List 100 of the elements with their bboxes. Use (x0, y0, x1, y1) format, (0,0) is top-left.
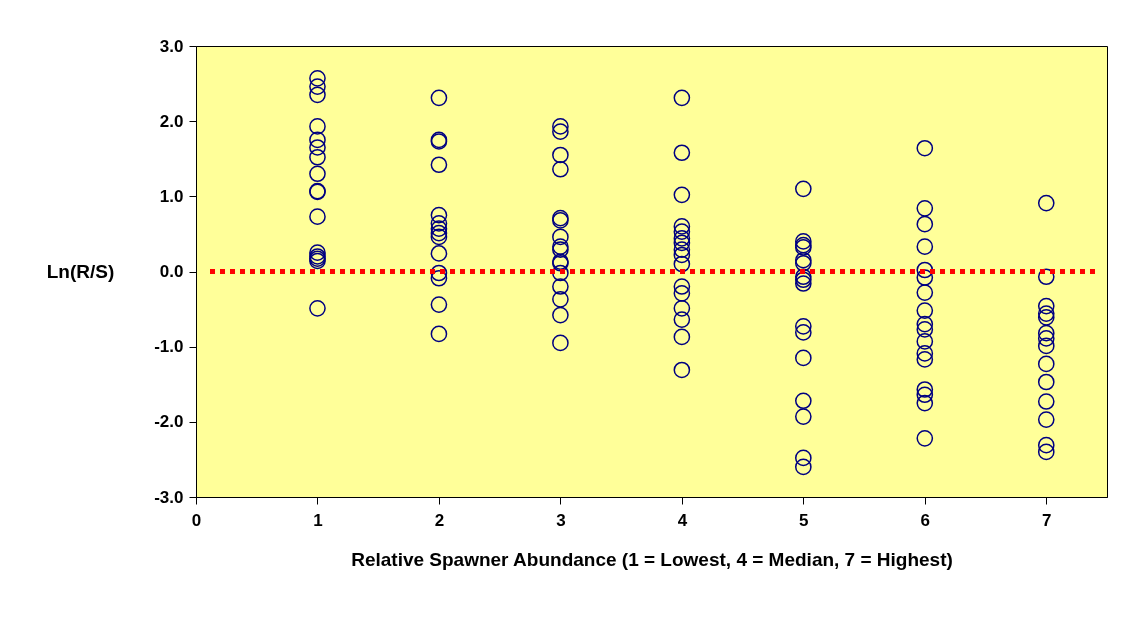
point (916, 261, 934, 279)
point (673, 328, 691, 346)
y-tick-label: -2.0 (154, 412, 184, 432)
point (552, 334, 569, 352)
point (430, 220, 448, 237)
point (309, 148, 326, 166)
y-tick-label: 3.0 (159, 36, 184, 56)
point (916, 139, 934, 157)
point (430, 228, 448, 246)
y-tick-label: -3.0 (154, 487, 184, 507)
point (673, 246, 691, 264)
point (309, 139, 326, 156)
point (430, 296, 448, 313)
point (1037, 443, 1055, 461)
point (1037, 373, 1055, 391)
point (795, 324, 812, 341)
x-tick-label: 7 (1042, 510, 1052, 530)
point (309, 165, 326, 183)
point (552, 146, 569, 164)
point (916, 394, 934, 412)
point (673, 241, 691, 259)
point (430, 325, 448, 343)
point (795, 349, 812, 367)
point (916, 269, 934, 286)
point (673, 311, 691, 328)
y-tick-label: -1.0 (154, 337, 184, 357)
point (916, 333, 934, 350)
point (673, 230, 691, 247)
point (1037, 436, 1055, 454)
point (795, 233, 812, 250)
point (673, 89, 691, 107)
point (916, 430, 934, 447)
point (552, 228, 569, 246)
point (795, 408, 812, 425)
point (795, 275, 812, 292)
point (673, 284, 691, 302)
point (916, 238, 934, 256)
point (309, 208, 326, 225)
point (1037, 309, 1055, 326)
point (309, 118, 326, 135)
x-axis-title: Relative Spawner Abundance (1 = Lowest, 4 = Median, 7 = Highest) (351, 548, 953, 570)
point (309, 131, 326, 149)
point (916, 386, 934, 404)
x-tick-label: 4 (677, 510, 688, 530)
point (916, 345, 934, 362)
point (916, 200, 934, 217)
point (430, 264, 448, 282)
point (795, 318, 812, 335)
point (430, 215, 448, 232)
point (1037, 411, 1055, 428)
x-tick-label: 2 (434, 510, 445, 530)
point (1037, 268, 1055, 286)
point (1037, 330, 1055, 347)
point (430, 245, 448, 262)
point (916, 321, 934, 338)
point (673, 234, 691, 252)
point (916, 302, 934, 319)
point (1037, 297, 1055, 315)
point (673, 361, 691, 379)
point (916, 351, 934, 368)
point (430, 206, 448, 224)
point (795, 449, 812, 467)
point (916, 381, 934, 398)
point (673, 218, 691, 235)
point (430, 156, 448, 174)
point (673, 223, 691, 240)
point (673, 255, 691, 273)
point (552, 118, 569, 135)
point (552, 278, 569, 295)
y-tick-label: 2.0 (159, 111, 184, 131)
point (1037, 337, 1055, 355)
point (430, 89, 448, 107)
point (552, 306, 569, 324)
point (673, 300, 691, 317)
point (1037, 194, 1055, 212)
point (1037, 393, 1055, 410)
point (673, 144, 691, 162)
point (795, 180, 812, 198)
point (309, 70, 326, 87)
point (309, 300, 326, 317)
point (1037, 324, 1055, 342)
point (309, 78, 326, 95)
point (916, 315, 934, 333)
point (916, 215, 934, 233)
point (309, 86, 326, 104)
point (916, 284, 934, 301)
point (673, 186, 691, 204)
point (552, 160, 569, 178)
point (795, 392, 812, 410)
point (430, 269, 448, 287)
y-tick-label: 0.0 (159, 262, 184, 281)
point (430, 224, 448, 242)
x-tick-label: 3 (556, 510, 566, 530)
point (552, 264, 569, 282)
y-tick-label: 1.0 (159, 186, 184, 206)
x-tick-label: 0 (191, 510, 202, 530)
point (673, 278, 691, 295)
x-tick-label: 1 (313, 510, 323, 530)
point (552, 290, 569, 308)
x-tick-label: 5 (799, 510, 809, 530)
